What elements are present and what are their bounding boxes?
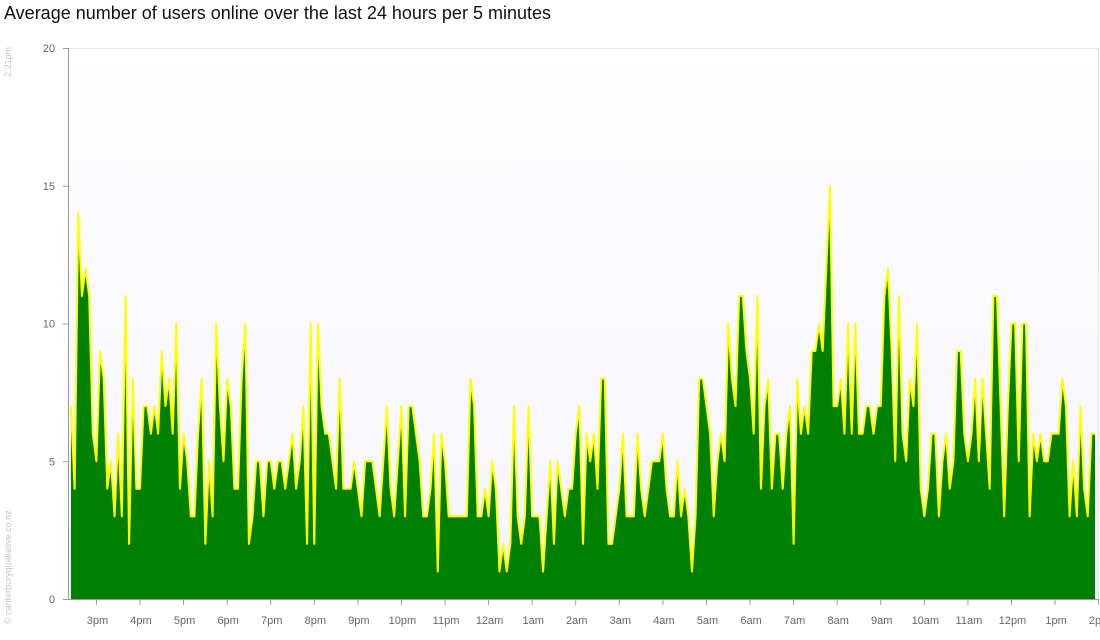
x-tick-label: 11am [956, 615, 983, 627]
y-tick-label: 0 [49, 594, 55, 606]
x-tick-label: 4pm [130, 615, 151, 627]
x-axis: 3pm 4pm 5pm 6pm 7pm 8pm 9pm 10pm 11pm 12am 1am 2am 3… [87, 599, 1100, 627]
x-tick-label: 12am [476, 615, 504, 627]
y-tick-label: 15 [43, 181, 55, 193]
x-tick-label: 9am [871, 615, 892, 627]
x-tick-label: 8am [827, 615, 848, 627]
y-axis: 0 5 10 15 20 [43, 43, 68, 606]
x-tick-label: 3pm [87, 615, 108, 627]
x-tick-label: 8pm [305, 615, 326, 627]
y-tick-label: 20 [43, 43, 55, 55]
x-tick-label: 5pm [174, 615, 195, 627]
y-tick-label: 10 [43, 319, 55, 331]
x-tick-label: 10pm [389, 615, 417, 627]
copyright-label: © canterburyquakelive.co.nz [3, 510, 13, 624]
x-tick-label: 11pm [433, 615, 460, 627]
x-tick-label: 9pm [348, 615, 369, 627]
x-tick-label: 6pm [217, 615, 238, 627]
series-line [70, 184, 1095, 573]
x-tick-label: 10am [912, 615, 940, 627]
x-tick-label: 12pm [999, 615, 1027, 627]
x-tick-label: 2pm [1089, 615, 1100, 627]
x-tick-label: 7am [784, 615, 805, 627]
chart-title: Average number of users online over the … [4, 3, 551, 23]
x-tick-label: 2am [566, 615, 587, 627]
series-area-fill [71, 185, 1095, 599]
x-tick-label: 7pm [261, 615, 282, 627]
x-tick-label: 5am [697, 615, 718, 627]
x-tick-label: 3am [610, 615, 631, 627]
timestamp-label: 2:21pm [3, 46, 13, 77]
x-tick-label: 4am [653, 615, 674, 627]
x-tick-label: 6am [740, 615, 761, 627]
x-tick-label: 1am [522, 615, 543, 627]
y-tick-label: 5 [49, 456, 55, 468]
x-tick-label: 1pm [1045, 615, 1066, 627]
